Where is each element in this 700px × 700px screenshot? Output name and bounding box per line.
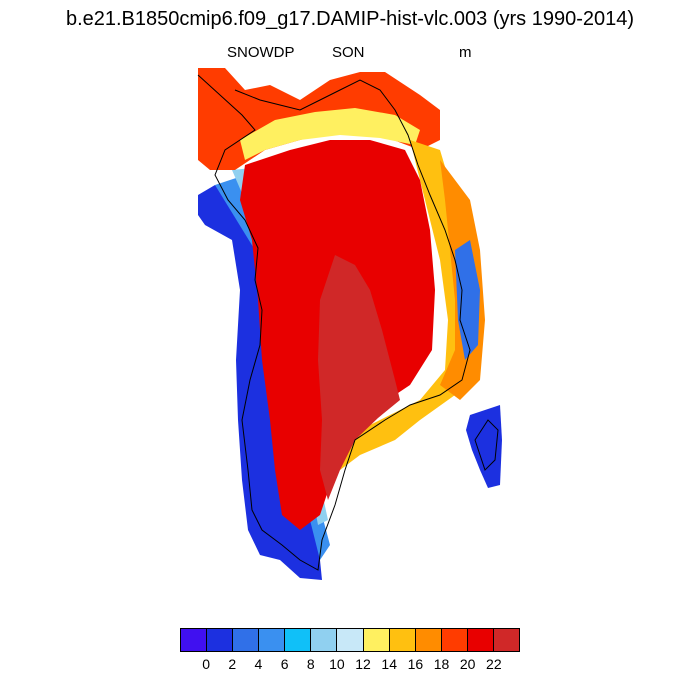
colorbar [180,628,520,652]
colorbar-box [363,629,390,651]
colorbar-box [415,629,442,651]
colorbar-tick-label: 8 [306,656,315,672]
units-label: m [459,44,472,61]
north-coast-yellow-band [240,108,420,160]
plot-title: b.e21.B1850cmip6.f09_g17.DAMIP-hist-vlc.… [65,8,635,30]
colorbar-box [233,629,260,651]
east-coast-blue-band [455,240,480,360]
colorbar-box [467,629,494,651]
coastline [197,74,471,571]
colorbar-box [181,629,208,651]
colorbar-tick-label: 12 [355,656,371,672]
colorbar-tick-label: 0 [202,656,211,672]
east-coast-yellow-band [340,140,470,470]
colorbar-box [259,629,286,651]
colorbar-tick-label: 2 [228,656,237,672]
island-coastline [474,419,499,471]
colorbar-tick-label: 10 [329,656,345,672]
colorbar-box [389,629,416,651]
colorbar-tick-label: 14 [381,656,398,672]
colorbar-tick-label: 22 [486,656,502,672]
colorbar-box [285,629,312,651]
season-label: SON [332,44,365,61]
east-island-low-snow [466,405,502,488]
colorbar-box [207,629,234,651]
colorbar-box [441,629,468,651]
colorbar-tick-label: 6 [280,656,289,672]
variable-label: SNOWDP [227,44,295,61]
colorbar-tick-label: 20 [459,656,476,672]
colorbar-box [493,629,520,651]
colorbar-tick-label: 18 [433,656,450,672]
colorbar-box [311,629,338,651]
colorbar-tick-label: 4 [254,656,263,672]
colorbar-tick-label: 16 [407,656,424,672]
colorbar-box [337,629,364,651]
interior-peak-snow [318,255,400,500]
